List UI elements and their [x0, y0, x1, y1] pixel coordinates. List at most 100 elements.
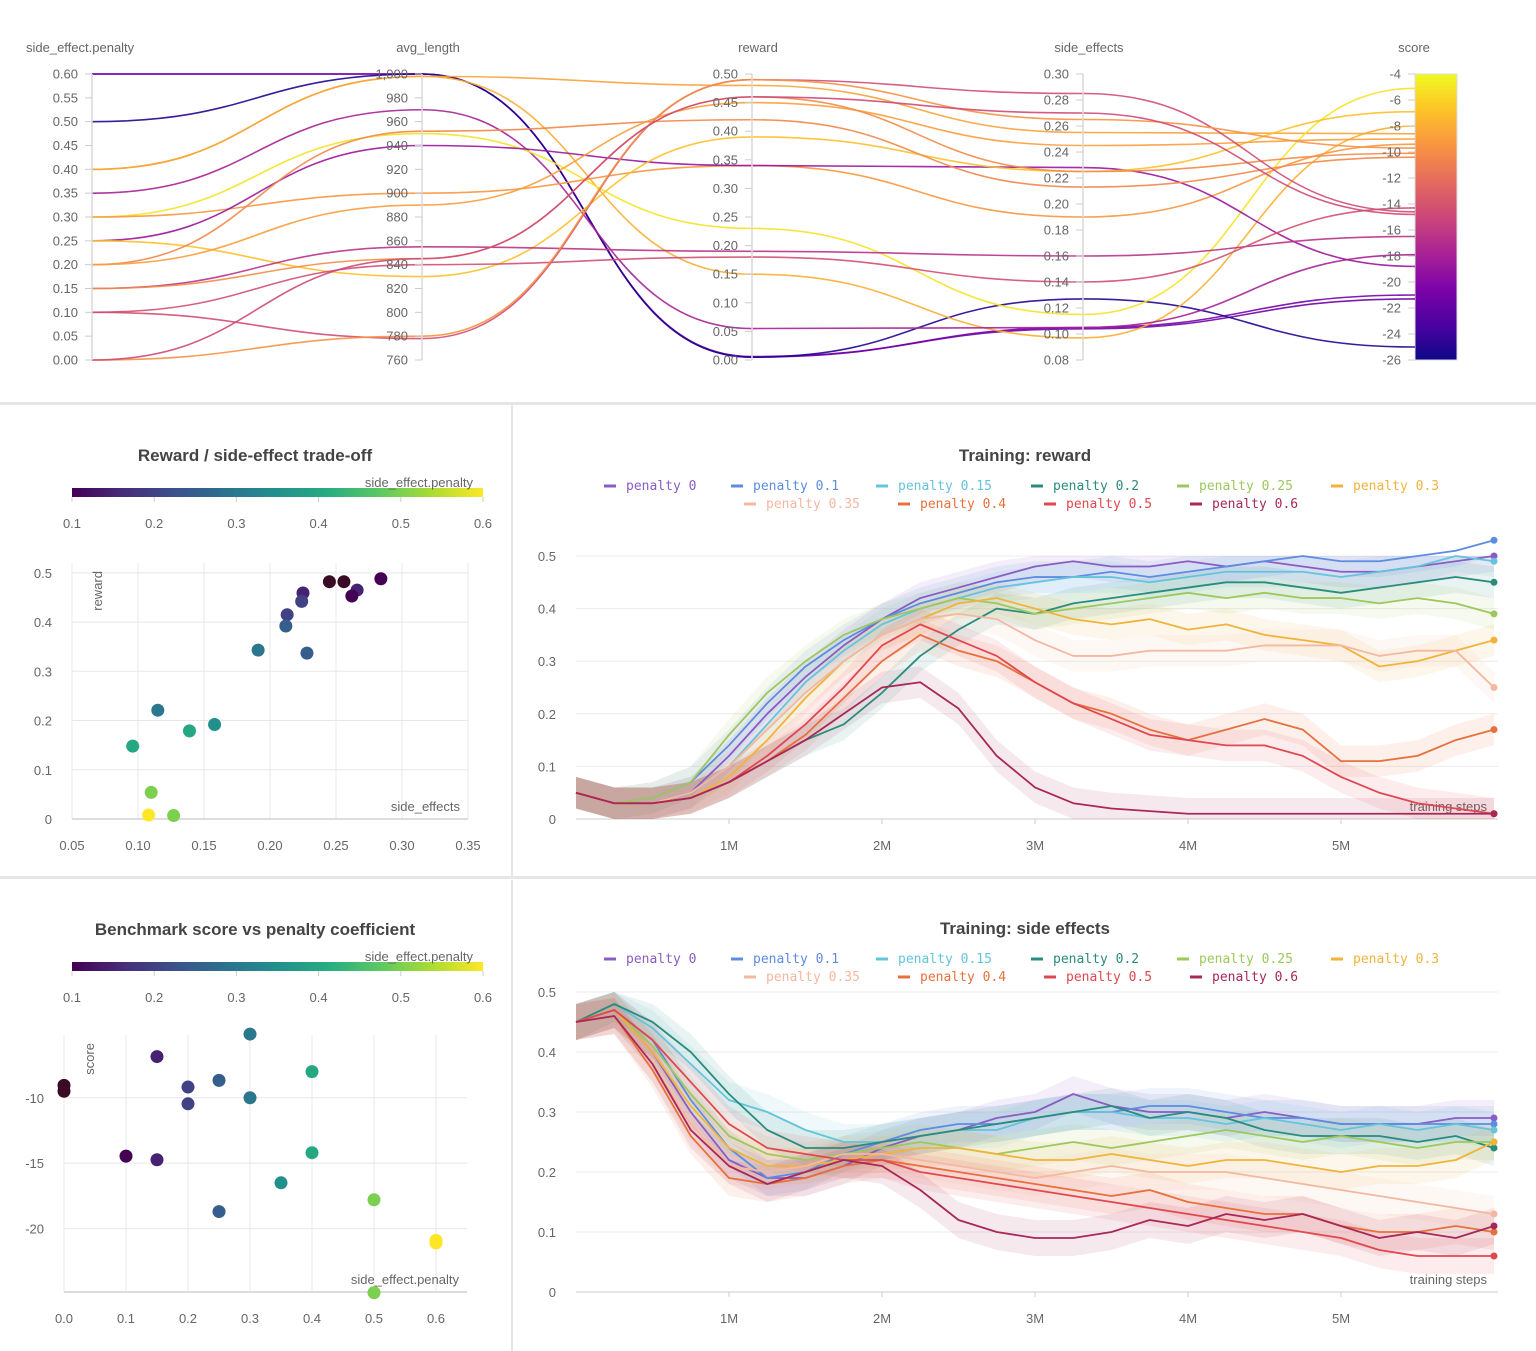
- run-line[interactable]: [91, 78, 1416, 361]
- legend-item[interactable]: penalty 0.2: [1031, 479, 1139, 494]
- scatter-point[interactable]: [374, 572, 388, 586]
- scatter-point[interactable]: [57, 1084, 71, 1098]
- legend-item[interactable]: penalty 0.4: [898, 497, 1006, 512]
- scatter-point[interactable]: [367, 1193, 381, 1207]
- series-line[interactable]: [575, 681, 1494, 815]
- colorbar-tick-label: 0.4: [310, 990, 328, 1005]
- scatter-point[interactable]: [243, 1027, 257, 1041]
- series-end-point: [1490, 1120, 1498, 1128]
- legend-item[interactable]: penalty 0.3: [1331, 479, 1439, 494]
- scatter-point[interactable]: [150, 1153, 164, 1167]
- series-line[interactable]: [575, 1009, 1494, 1257]
- training-reward-chart[interactable]: Training: reward penalty 0 penalty 0.1 pena…: [514, 405, 1536, 876]
- legend-item[interactable]: penalty 0: [604, 952, 696, 967]
- legend-label: penalty 0.3: [1353, 479, 1439, 494]
- scatter-point[interactable]: [119, 1149, 133, 1163]
- scatter-point[interactable]: [300, 646, 314, 660]
- run-line[interactable]: [91, 75, 1416, 339]
- series-line[interactable]: [575, 612, 1495, 805]
- legend-item[interactable]: penalty 0.5: [1044, 497, 1152, 512]
- series-line[interactable]: [575, 1009, 1495, 1173]
- legend-item[interactable]: penalty 0.35: [744, 497, 860, 512]
- confidence-band: [576, 582, 1494, 819]
- tick-label: 840: [386, 257, 408, 272]
- x-tick-label: 3M: [1026, 838, 1044, 853]
- tick-label: 0.45: [53, 138, 78, 153]
- scatter-point[interactable]: [251, 643, 265, 657]
- scatter-point[interactable]: [337, 575, 351, 589]
- scatter-point[interactable]: [305, 1146, 319, 1160]
- y-tick-label: 0: [45, 812, 52, 827]
- reward-side-effect-scatter[interactable]: Reward / side-effect trade-off side_effec…: [0, 405, 510, 876]
- series-line[interactable]: [575, 591, 1495, 805]
- run-line[interactable]: [91, 75, 1416, 171]
- tick-label: 0.22: [1044, 171, 1069, 186]
- scatter-point[interactable]: [280, 608, 294, 622]
- scatter-point[interactable]: [126, 739, 140, 753]
- run-line[interactable]: [91, 143, 1416, 218]
- colorbar-tick-label: 0.5: [392, 990, 410, 1005]
- scatter-point[interactable]: [142, 808, 156, 822]
- run-line[interactable]: [91, 78, 1416, 340]
- legend-item[interactable]: penalty 0.1: [731, 952, 839, 967]
- x-tick-label: 0.15: [191, 838, 216, 853]
- legend-item[interactable]: penalty 0.5: [1044, 970, 1152, 985]
- run-line[interactable]: [91, 73, 1416, 358]
- scatter-point[interactable]: [212, 1205, 226, 1219]
- legend-item[interactable]: penalty 0.6: [1190, 970, 1298, 985]
- scatter-point[interactable]: [181, 1080, 195, 1094]
- legend-item[interactable]: penalty 0.6: [1190, 497, 1298, 512]
- training-side-effects-chart[interactable]: Training: side effects penalty 0 penalty 0…: [514, 880, 1536, 1351]
- scatter-point[interactable]: [144, 785, 158, 799]
- scatter-point[interactable]: [367, 1286, 381, 1300]
- legend-item[interactable]: penalty 0: [604, 479, 696, 494]
- legend-item[interactable]: penalty 0.3: [1331, 952, 1439, 967]
- run-line[interactable]: [91, 144, 1416, 268]
- legend-item[interactable]: penalty 0.15: [876, 479, 992, 494]
- legend-item[interactable]: penalty 0.4: [898, 970, 1006, 985]
- scatter-point[interactable]: [182, 724, 196, 738]
- legend-item[interactable]: penalty 0.15: [876, 952, 992, 967]
- scatter-point[interactable]: [167, 809, 181, 823]
- score-penalty-scatter[interactable]: Benchmark score vs penalty coefficient si…: [0, 880, 510, 1351]
- legend-item[interactable]: penalty 0.2: [1031, 952, 1139, 967]
- scatter-point[interactable]: [295, 594, 309, 608]
- legend-item[interactable]: penalty 0.25: [1177, 952, 1293, 967]
- scatter-point[interactable]: [181, 1097, 195, 1111]
- series-line[interactable]: [575, 1009, 1494, 1161]
- scatter-point[interactable]: [150, 1050, 164, 1064]
- tick-label: 0.35: [713, 152, 738, 167]
- scatter-point[interactable]: [243, 1091, 257, 1105]
- run-line[interactable]: [91, 108, 1416, 330]
- run-line[interactable]: [91, 96, 1416, 361]
- scatter-point[interactable]: [274, 1176, 288, 1190]
- x-tick-label: 0.5: [365, 1311, 383, 1326]
- legend-label: penalty 0.35: [766, 497, 860, 512]
- series-end-point: [1490, 1210, 1498, 1218]
- scatter-point[interactable]: [429, 1236, 443, 1250]
- legend-label: penalty 0.5: [1066, 970, 1152, 985]
- parallel-coordinates-chart[interactable]: side_effect.penalty 0.00 0.05 0.10 0.15 0.20 0…: [0, 0, 1536, 402]
- scatter-point[interactable]: [322, 575, 336, 589]
- scatter-point[interactable]: [345, 589, 359, 603]
- scatter-point[interactable]: [208, 717, 222, 731]
- confidence-band: [576, 992, 1494, 1178]
- score-colorbar: [1414, 73, 1458, 361]
- legend-item[interactable]: penalty 0.25: [1177, 479, 1293, 494]
- x-tick-label: 0.1: [117, 1311, 135, 1326]
- scatter-point[interactable]: [212, 1073, 226, 1087]
- tick-label: 900: [386, 186, 408, 201]
- scatter-point[interactable]: [279, 619, 293, 633]
- series-line[interactable]: [575, 1015, 1495, 1239]
- run-line[interactable]: [91, 101, 1416, 266]
- tick-label: 0.28: [1044, 93, 1069, 108]
- colorbar-tick-label: 0.1: [63, 516, 81, 531]
- scatter-point[interactable]: [151, 703, 165, 717]
- legend-item[interactable]: penalty 0.35: [744, 970, 860, 985]
- divider: [0, 876, 1536, 879]
- series-line[interactable]: [575, 539, 1495, 805]
- scatter-point[interactable]: [305, 1065, 319, 1079]
- series-line[interactable]: [575, 555, 1495, 805]
- run-line[interactable]: [91, 87, 1416, 316]
- legend-item[interactable]: penalty 0.1: [731, 479, 839, 494]
